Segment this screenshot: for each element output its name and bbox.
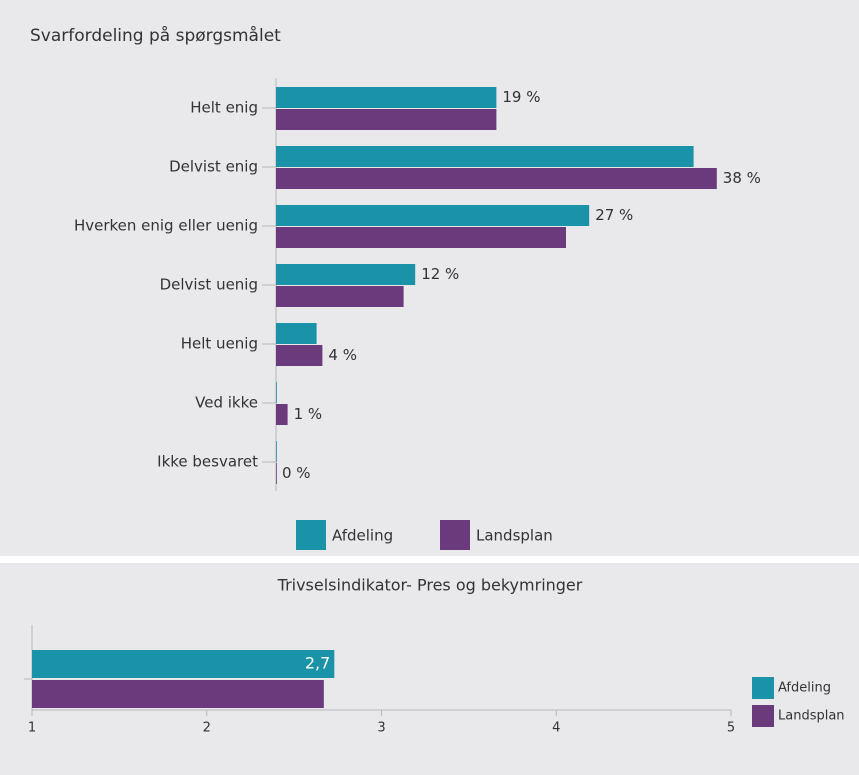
bar (276, 404, 288, 425)
bar (276, 87, 497, 108)
bar (276, 146, 694, 167)
data-label: 27 % (595, 206, 633, 224)
data-label: 38 % (723, 169, 761, 187)
legend-swatch (752, 677, 774, 699)
x-tick-label: 5 (727, 721, 735, 736)
data-label: 2,7 (305, 654, 330, 673)
data-label: 12 % (421, 265, 459, 283)
bar (276, 205, 590, 226)
bar (276, 441, 277, 462)
y-tick-label: Hverken enig eller uenig (74, 217, 258, 235)
y-tick-label: Ikke besvaret (157, 453, 258, 471)
chart-title: Svarfordeling på spørgsmålet (30, 25, 281, 46)
bar (276, 463, 277, 484)
data-label: 4 % (328, 346, 357, 364)
bar (32, 650, 335, 678)
x-tick-label: 2 (203, 721, 211, 736)
bar (276, 286, 404, 307)
bar (276, 109, 497, 130)
legend-swatch (296, 520, 326, 550)
legend-label: Landsplan (778, 709, 845, 724)
data-label: 1 % (294, 405, 323, 423)
y-tick-label: Delvist uenig (160, 276, 258, 294)
bar (276, 382, 277, 403)
legend-label: Afdeling (332, 527, 393, 545)
y-tick-label: Helt enig (190, 99, 258, 117)
y-tick-label: Ved ikke (195, 394, 258, 412)
y-tick-label: Delvist enig (169, 158, 258, 176)
y-tick-label: Helt uenig (181, 335, 258, 353)
x-tick-label: 3 (377, 721, 385, 736)
bar (276, 345, 323, 366)
x-tick-label: 1 (28, 721, 36, 736)
chart-title: Trivselsindikator- Pres og bekymringer (277, 576, 583, 595)
data-label: 0 % (282, 464, 311, 482)
data-label: 19 % (502, 88, 540, 106)
legend-label: Afdeling (778, 681, 831, 696)
bar (276, 323, 317, 344)
legend-label: Landsplan (476, 527, 553, 545)
bar (276, 264, 416, 285)
x-tick-label: 4 (552, 721, 560, 736)
bar (276, 227, 566, 248)
legend-swatch (752, 705, 774, 727)
legend-swatch (440, 520, 470, 550)
bar (276, 168, 717, 189)
bar (32, 680, 324, 708)
